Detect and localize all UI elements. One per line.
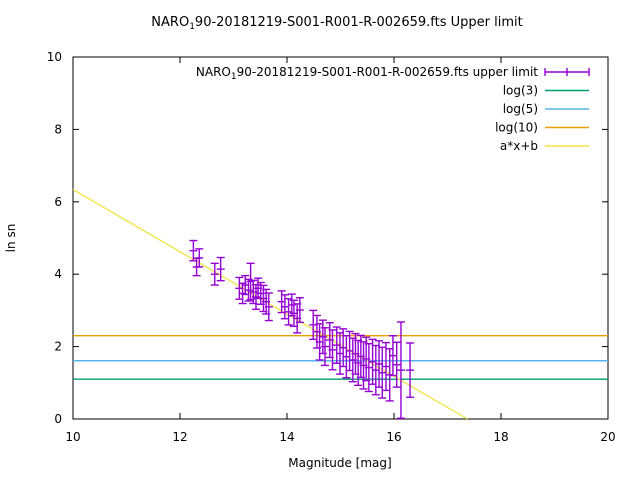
x-tick-label: 14: [279, 430, 294, 444]
fit-line: [72, 188, 468, 420]
legend-label: a*x+b: [500, 139, 538, 153]
legend-label: log(5): [503, 102, 538, 116]
legend-entry: NARO190-20181219-S001-R001-R-002659.fts …: [196, 65, 590, 82]
y-tick-label: 0: [54, 412, 62, 426]
data-point: [264, 292, 273, 322]
chart-title: NARO190-20181219-S001-R001-R-002659.fts …: [151, 15, 522, 32]
legend-entry: log(3): [503, 84, 589, 98]
data-point: [195, 248, 204, 268]
y-tick-label: 10: [47, 50, 62, 64]
legend-label: NARO190-20181219-S001-R001-R-002659.fts …: [196, 65, 538, 82]
plot-border: [72, 56, 609, 420]
y-tick-label: 8: [54, 122, 62, 136]
y-tick-label: 2: [54, 340, 62, 354]
legend-sample: [544, 68, 590, 76]
data-point: [328, 329, 337, 371]
data-point: [406, 342, 415, 398]
legend-entry: log(10): [495, 121, 589, 135]
data-point: [396, 321, 405, 419]
data-point: [210, 262, 219, 286]
x-tick-label: 16: [386, 430, 401, 444]
data-point: [381, 341, 390, 392]
ticks: [72, 56, 609, 420]
data-point: [378, 346, 387, 399]
data-point: [320, 327, 329, 367]
x-axis-label: Magnitude [mag]: [288, 456, 391, 470]
data-point: [312, 314, 321, 349]
y-tick-label: 4: [54, 267, 62, 281]
data-point: [364, 343, 373, 393]
legend-entry: log(5): [503, 102, 589, 116]
x-tick-label: 10: [65, 430, 80, 444]
data-point: [216, 256, 225, 282]
data-series: [189, 239, 415, 419]
x-tick-label: 18: [493, 430, 508, 444]
data-point: [392, 341, 401, 388]
y-axis-label: ln sn: [4, 224, 18, 253]
legend-label: log(3): [503, 84, 538, 98]
legend: NARO190-20181219-S001-R001-R-002659.fts …: [196, 65, 590, 153]
legend-label: log(10): [495, 121, 538, 135]
data-point: [295, 297, 304, 324]
x-tick-label: 20: [600, 430, 615, 444]
x-tick-label: 12: [172, 430, 187, 444]
y-tick-label: 6: [54, 195, 62, 209]
legend-entry: a*x+b: [500, 139, 589, 153]
